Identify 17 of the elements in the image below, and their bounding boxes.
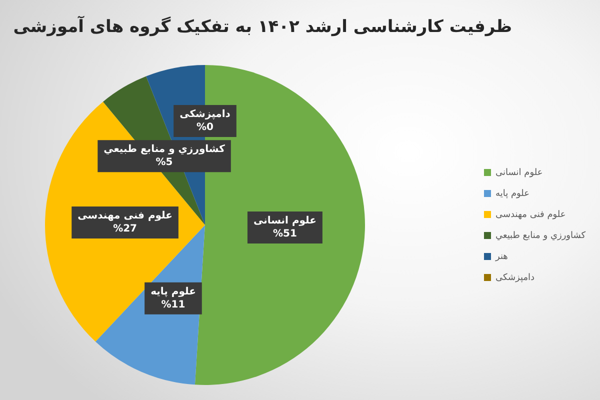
slice-label: کشاورزي و منابع طبيعي [104, 144, 226, 156]
data-label: %5 [156, 157, 173, 168]
chart-title: ظرفیت کارشناسی ارشد ۱۴۰۲ به تفکیک گروه های آموزشی [13, 17, 512, 37]
slice-label: علوم فنی مهندسی [78, 210, 172, 222]
data-label: %11 [161, 300, 186, 311]
slice-label: علوم پایه [150, 286, 196, 298]
legend-label: دامپزشکی [496, 272, 535, 283]
data-label: %27 [113, 224, 138, 235]
legend-label: علوم انسانی [496, 168, 543, 178]
category-label: دامپزشکی [180, 109, 230, 120]
legend-label: علوم پایه [496, 188, 530, 199]
legend-label: هنر [494, 252, 508, 262]
text: %0 [196, 122, 214, 134]
legend-label: کشاورزي و منابع طبيعي [496, 230, 586, 241]
legend-label: علوم فنی مهندسی [496, 210, 566, 220]
slice-label: علوم انسانی [253, 216, 316, 227]
data-label: %51 [272, 228, 297, 240]
